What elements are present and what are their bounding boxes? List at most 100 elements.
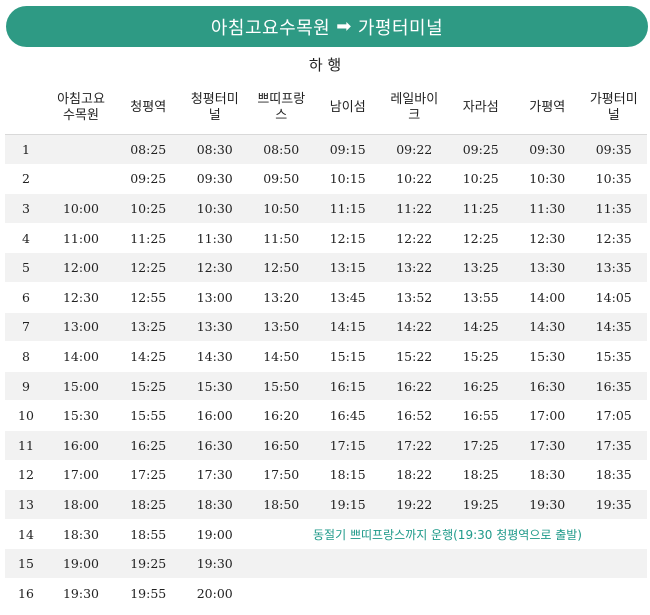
- departure-time: 12:00: [47, 252, 115, 283]
- table-row: 10 15:30 15:55 16:00 16:20 16:45 16:52 16:55 17:…: [5, 400, 647, 431]
- departure-time: 13:25: [447, 252, 514, 283]
- departure-time: 16:50: [248, 430, 315, 461]
- departure-time: 19:00: [47, 548, 115, 579]
- trip-number: 8: [5, 341, 47, 372]
- departure-time: 17:05: [580, 400, 647, 431]
- departure-time: 09:30: [514, 134, 581, 165]
- departure-time: 16:25: [115, 430, 182, 461]
- departure-time: 11:25: [447, 193, 514, 224]
- departure-time: 11:15: [314, 193, 381, 224]
- departure-time: 19:30: [181, 548, 248, 579]
- departure-time: 15:15: [314, 341, 381, 372]
- departure-time: 13:55: [447, 282, 514, 313]
- departure-time: 11:50: [248, 223, 315, 254]
- header-stop: 남이섬: [314, 82, 381, 135]
- departure-time: 13:20: [248, 282, 315, 313]
- header-stop: 아침고요 수목원: [47, 82, 115, 135]
- departure-time: 13:50: [248, 312, 315, 343]
- departure-time: 16:15: [314, 371, 381, 402]
- departure-time: 19:55: [115, 578, 182, 609]
- header-stop: 쁘띠프랑 스: [248, 82, 315, 135]
- trip-number: 12: [5, 460, 47, 491]
- trip-number: 11: [5, 430, 47, 461]
- table-row: 15 19:00 19:25 19:30: [5, 548, 647, 579]
- trip-number: 16: [5, 578, 47, 609]
- empty-cell: [248, 578, 647, 609]
- departure-time: 12:50: [248, 252, 315, 283]
- departure-time: 17:30: [181, 460, 248, 491]
- departure-time: 18:15: [314, 460, 381, 491]
- timetable-header: 아침고요 수목원 청평역 청평터미 널 쁘띠프랑 스 남이섬 레일바이 크 자라섬 가평역 가평터미 널: [5, 82, 647, 135]
- departure-time: 16:52: [381, 400, 448, 431]
- departure-time: 18:30: [181, 489, 248, 520]
- departure-time: 14:30: [514, 312, 581, 343]
- header-stop: 가평터미 널: [580, 82, 647, 135]
- departure-time: 08:30: [181, 134, 248, 165]
- departure-time: 13:25: [115, 312, 182, 343]
- departure-time: 18:35: [580, 460, 647, 491]
- departure-time: 11:00: [47, 223, 115, 254]
- table-row: 4 11:00 11:25 11:30 11:50 12:15 12:22 12:25 12:3…: [5, 223, 647, 254]
- trip-number: 10: [5, 400, 47, 431]
- departure-time: 10:50: [248, 193, 315, 224]
- departure-time: 10:22: [381, 164, 448, 195]
- departure-time: 15:30: [47, 400, 115, 431]
- departure-time: 17:50: [248, 460, 315, 491]
- departure-time: 20:00: [181, 578, 248, 609]
- timetable-body: 1 08:25 08:30 08:50 09:15 09:22 09:25 09:30 09:3…: [5, 134, 647, 609]
- departure-time: 13:35: [580, 252, 647, 283]
- departure-time: 18:30: [514, 460, 581, 491]
- trip-number: 1: [5, 134, 47, 165]
- departure-time: 14:30: [181, 341, 248, 372]
- departure-time: 12:30: [514, 223, 581, 254]
- trip-number: 5: [5, 252, 47, 283]
- departure-time: 13:00: [47, 312, 115, 343]
- departure-time: 15:25: [115, 371, 182, 402]
- header-stop: 청평역: [115, 82, 182, 135]
- departure-time: 15:00: [47, 371, 115, 402]
- route-origin: 아침고요수목원: [210, 17, 331, 39]
- departure-time: 18:00: [47, 489, 115, 520]
- departure-time: 12:15: [314, 223, 381, 254]
- route-banner: 아침고요수목원 ➡ 가평터미널: [6, 6, 648, 47]
- departure-time: 16:25: [447, 371, 514, 402]
- departure-time: 18:30: [47, 519, 115, 550]
- trip-number: 14: [5, 519, 47, 550]
- departure-time: 17:30: [514, 430, 581, 461]
- departure-time: 14:00: [47, 341, 115, 372]
- departure-time: 11:22: [381, 193, 448, 224]
- departure-time: 14:25: [447, 312, 514, 343]
- table-row: 8 14:00 14:25 14:30 14:50 15:15 15:22 15:25 15:3…: [5, 341, 647, 372]
- departure-time: 17:25: [447, 430, 514, 461]
- timetable: 아침고요 수목원 청평역 청평터미 널 쁘띠프랑 스 남이섬 레일바이 크 자라섬 가평역 가평터미 널 …: [5, 82, 647, 609]
- departure-time: 19:35: [580, 489, 647, 520]
- departure-time: 12:25: [115, 252, 182, 283]
- departure-time: 09:22: [381, 134, 448, 165]
- empty-cell: [248, 548, 647, 579]
- departure-time: 10:15: [314, 164, 381, 195]
- departure-time: 18:22: [381, 460, 448, 491]
- departure-time: 12:30: [181, 252, 248, 283]
- table-row: 6 12:30 12:55 13:00 13:20 13:45 13:52 13:55 14:0…: [5, 282, 647, 313]
- departure-time: 15:22: [381, 341, 448, 372]
- table-row: 12 17:00 17:25 17:30 17:50 18:15 18:22 18:25 18:…: [5, 460, 647, 491]
- departure-time: 19:22: [381, 489, 448, 520]
- table-row: 1 08:25 08:30 08:50 09:15 09:22 09:25 09:30 09:3…: [5, 134, 647, 165]
- departure-time: 09:35: [580, 134, 647, 165]
- table-row: 16 19:30 19:55 20:00: [5, 578, 647, 609]
- departure-time: 13:30: [514, 252, 581, 283]
- departure-time: 18:55: [115, 519, 182, 550]
- departure-time: 19:30: [47, 578, 115, 609]
- departure-time: 14:05: [580, 282, 647, 313]
- table-row: 5 12:00 12:25 12:30 12:50 13:15 13:22 13:25 13:3…: [5, 252, 647, 283]
- trip-number: 9: [5, 371, 47, 402]
- departure-time: 12:35: [580, 223, 647, 254]
- right-arrow-icon: ➡: [336, 16, 352, 37]
- departure-time: 14:15: [314, 312, 381, 343]
- departure-time: 19:25: [447, 489, 514, 520]
- departure-time: 10:35: [580, 164, 647, 195]
- header-stop: 청평터미 널: [181, 82, 248, 135]
- trip-number: 15: [5, 548, 47, 579]
- departure-time: 17:15: [314, 430, 381, 461]
